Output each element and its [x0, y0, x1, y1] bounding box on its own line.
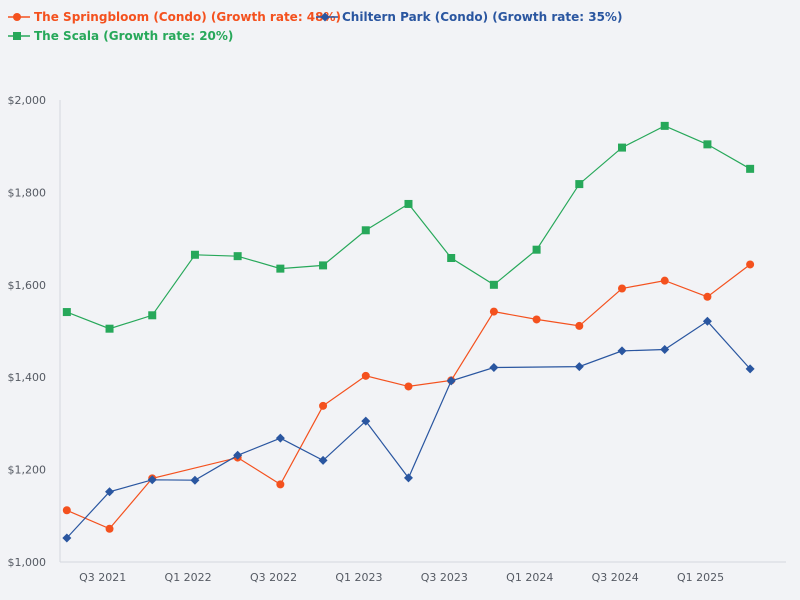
- data-point: [361, 416, 371, 426]
- y-tick-label: $2,000: [8, 94, 47, 107]
- data-point: [702, 316, 712, 326]
- data-point: [62, 308, 71, 317]
- x-tick-label: Q3 2023: [421, 571, 468, 584]
- data-point: [660, 121, 669, 130]
- series-line-1: [66, 320, 751, 539]
- data-point: [147, 475, 157, 485]
- series-line-2: [66, 125, 751, 330]
- data-point: [660, 276, 669, 285]
- data-point: [403, 473, 413, 483]
- data-point: [105, 487, 115, 497]
- data-point: [489, 280, 498, 289]
- x-tick-label: Q3 2021: [79, 571, 126, 584]
- data-point: [703, 292, 712, 301]
- data-point: [746, 164, 755, 173]
- data-point: [190, 250, 199, 259]
- y-tick-label: $1,800: [8, 186, 47, 199]
- data-point: [361, 371, 370, 380]
- data-point: [404, 199, 413, 208]
- legend-marker-chiltern-park: [316, 12, 338, 22]
- x-tick-label: Q3 2024: [592, 571, 639, 584]
- data-point: [62, 506, 71, 515]
- data-point: [233, 252, 242, 261]
- legend-marker-springbloom: [8, 13, 30, 21]
- data-point: [404, 382, 413, 391]
- y-tick-label: $1,000: [8, 556, 47, 569]
- x-tick-label: Q1 2023: [335, 571, 382, 584]
- data-point: [618, 143, 627, 152]
- legend-marker-scala: [8, 32, 30, 40]
- data-point: [618, 284, 627, 293]
- y-tick-label: $1,200: [8, 464, 47, 477]
- data-point: [617, 346, 627, 356]
- data-point: [361, 226, 370, 235]
- legend-label-springbloom: The Springbloom (Condo) (Growth rate: 48…: [34, 10, 342, 24]
- data-point: [446, 376, 456, 386]
- data-point: [190, 475, 200, 485]
- data-point: [745, 364, 755, 374]
- x-tick-label: Q3 2022: [250, 571, 297, 584]
- data-point: [703, 140, 712, 149]
- legend-item-chiltern-park[interactable]: Chiltern Park (Condo) (Growth rate: 35%): [316, 10, 622, 24]
- series-line-0: [66, 264, 751, 530]
- data-point: [276, 480, 285, 489]
- y-tick-label: $1,400: [8, 371, 47, 384]
- data-point: [660, 344, 670, 354]
- data-point: [318, 455, 328, 465]
- data-point: [276, 264, 285, 273]
- data-point: [319, 401, 328, 410]
- data-point: [275, 433, 285, 443]
- data-point: [575, 321, 584, 330]
- x-tick-label: Q1 2024: [506, 571, 553, 584]
- data-point: [575, 180, 584, 189]
- data-point: [746, 260, 755, 269]
- data-point: [105, 524, 114, 533]
- data-point: [233, 450, 243, 460]
- x-tick-label: Q1 2022: [165, 571, 212, 584]
- data-point: [489, 307, 498, 316]
- data-point: [319, 261, 328, 270]
- data-point: [532, 315, 541, 324]
- data-point: [105, 324, 114, 333]
- data-point: [62, 533, 72, 543]
- data-point: [574, 362, 584, 372]
- data-point: [489, 362, 499, 372]
- y-tick-label: $1,600: [8, 279, 47, 292]
- legend-label-scala: The Scala (Growth rate: 20%): [34, 29, 234, 43]
- legend-label-chiltern-park: Chiltern Park (Condo) (Growth rate: 35%): [342, 10, 623, 24]
- data-point: [532, 245, 541, 254]
- data-point: [447, 254, 456, 263]
- data-point: [148, 311, 157, 320]
- legend-item-springbloom[interactable]: The Springbloom (Condo) (Growth rate: 48…: [8, 10, 341, 24]
- legend-item-scala[interactable]: The Scala (Growth rate: 20%): [8, 29, 233, 43]
- x-tick-label: Q1 2025: [677, 571, 724, 584]
